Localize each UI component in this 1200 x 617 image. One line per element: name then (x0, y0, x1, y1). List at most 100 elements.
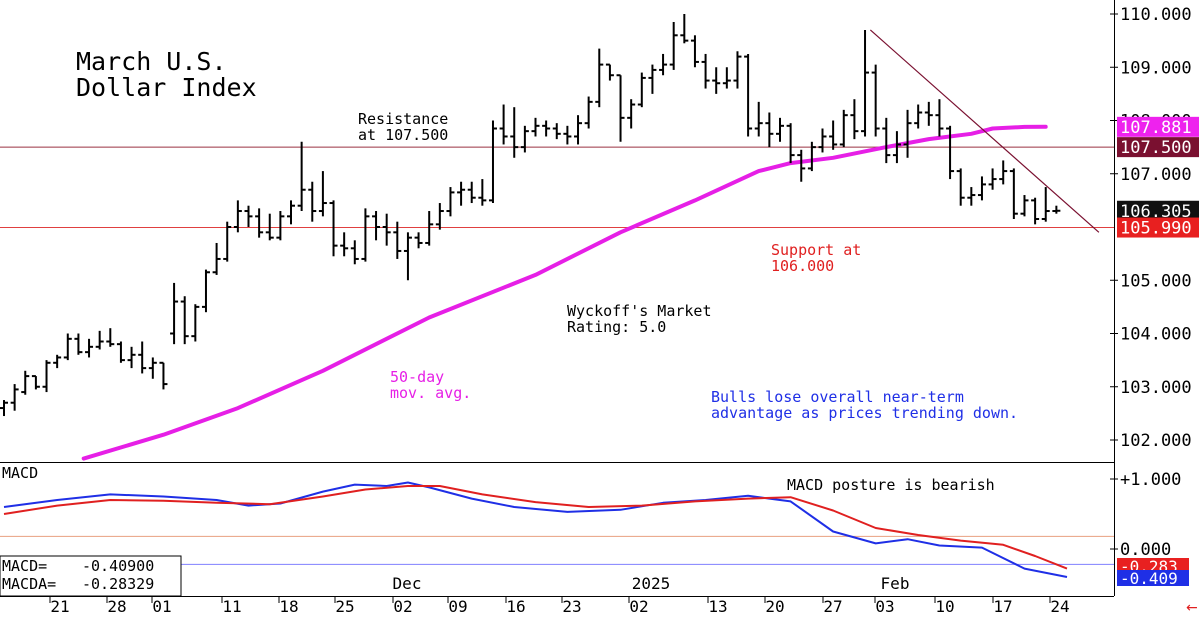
comment-label-1: Bulls lose overall near-term (711, 388, 964, 406)
ohlc-bar (924, 101, 933, 126)
ohlc-bar (361, 208, 370, 262)
x-day-label: 02 (629, 597, 648, 616)
ohlc-bar (552, 123, 561, 140)
x-day-label: 23 (562, 597, 581, 616)
macd-series-macda (3, 485, 1068, 570)
ohlc-bar (754, 101, 763, 137)
ohlc-bar (807, 141, 816, 172)
ohlc-bar (977, 176, 986, 201)
macd-tag-text: -0.409 (1120, 569, 1178, 588)
ohlc-bar (520, 125, 529, 153)
ohlc-bar (839, 109, 848, 148)
x-day-label: 09 (448, 597, 467, 616)
ohlc-bar (435, 203, 444, 230)
ohlc-bar (457, 181, 466, 206)
ohlc-bar (180, 296, 189, 345)
ohlc-bar (21, 370, 30, 395)
x-day-label: 25 (335, 597, 354, 616)
ohlc-bar (499, 104, 508, 145)
ohlc-bar (733, 51, 742, 89)
price-tick-label: 104.000 (1120, 325, 1192, 345)
ohlc-bar (744, 53, 753, 137)
ohlc-bar (159, 361, 168, 390)
x-month-label: Feb (881, 574, 910, 593)
ohlc-bar (542, 120, 551, 137)
ohlc-bar (765, 112, 774, 148)
ohlc-bar (233, 200, 242, 233)
ohlc-bar (255, 208, 264, 238)
price-tick-label: 102.000 (1120, 431, 1192, 451)
price-tag: 106.305 (1117, 200, 1199, 222)
resistance-label-1: Resistance (358, 110, 448, 128)
ohlc-bar (95, 330, 104, 350)
ohlc-bar (127, 346, 136, 369)
macd-value-tag: -0.409 (1117, 569, 1189, 588)
macda-legend-label: MACDA= (2, 575, 56, 593)
price-tag: 107.500 (1117, 137, 1199, 158)
price-tick-label: 107.000 (1120, 165, 1192, 185)
x-day-label: 24 (1050, 597, 1069, 616)
x-day-label: 01 (152, 597, 171, 616)
ohlc-bar (1041, 187, 1050, 222)
ohlc-bar (170, 282, 179, 345)
ma-label-1: 50-day (390, 368, 444, 386)
x-day-label: 28 (107, 597, 126, 616)
ohlc-bar (712, 67, 721, 94)
price-tag-bg (1117, 116, 1199, 137)
ohlc-bar (775, 117, 784, 142)
x-day-label: 20 (765, 597, 784, 616)
chart-title-line2: Dollar Index (76, 73, 257, 102)
ohlc-bar (967, 187, 976, 206)
ohlc-bar (946, 125, 955, 180)
macd-title: MACD (2, 464, 38, 482)
ohlc-bar (31, 375, 40, 390)
x-day-label: 10 (935, 597, 954, 616)
ohlc-bar (616, 74, 625, 142)
ohlc-bar (425, 211, 434, 246)
macd-annotation: MACD posture is bearish (787, 476, 995, 494)
price-tick-label: 105.000 (1120, 271, 1192, 291)
ohlc-bar (191, 304, 200, 342)
ohlc-bar (850, 99, 859, 140)
chart-title-line1: March U.S. (76, 47, 227, 76)
x-day-label: 16 (506, 597, 525, 616)
x-day-label: 02 (393, 597, 412, 616)
ohlc-bar (680, 14, 689, 44)
macd-tick-label: +1.000 (1120, 470, 1181, 490)
ohlc-bar (372, 211, 381, 241)
ohlc-bar (297, 141, 306, 212)
ohlc-bar (138, 341, 147, 374)
ohlc-bar (510, 107, 519, 158)
ohlc-bar (999, 160, 1008, 185)
ohlc-bar (488, 120, 497, 204)
macd-legend-box (0, 555, 182, 597)
ohlc-bar (584, 96, 593, 129)
ohlc-bar (786, 123, 795, 164)
scroll-left-arrow-icon[interactable]: ← (1186, 600, 1198, 616)
ma50-line (81, 124, 1048, 461)
ohlc-bar (956, 168, 965, 206)
macd-tick-label: 0.000 (1120, 540, 1171, 560)
ohlc-bar (637, 72, 646, 108)
ohlc-bar (595, 48, 604, 108)
price-tick-label: 110.000 (1120, 5, 1192, 25)
macd-legend-label: MACD= (2, 557, 47, 575)
ohlc-bar (63, 333, 72, 361)
ohlc-bar (818, 128, 827, 153)
ohlc-bar (478, 179, 487, 206)
macd-tag-bg (1117, 570, 1189, 586)
x-day-label: 13 (708, 597, 727, 616)
ohlc-bar (0, 400, 8, 417)
ohlc-bar (350, 240, 359, 265)
x-day-label: 18 (279, 597, 298, 616)
price-tag-bg (1117, 217, 1199, 238)
ohlc-bar (74, 333, 83, 355)
ohlc-bar (223, 221, 232, 262)
ohlc-bar (690, 35, 699, 68)
price-tag: 105.990 (1117, 217, 1199, 239)
ohlc-bar (308, 181, 317, 222)
x-month-label: 2025 (632, 574, 671, 593)
resistance-label-2: at 107.500 (358, 126, 448, 144)
ohlc-bar (531, 117, 540, 137)
